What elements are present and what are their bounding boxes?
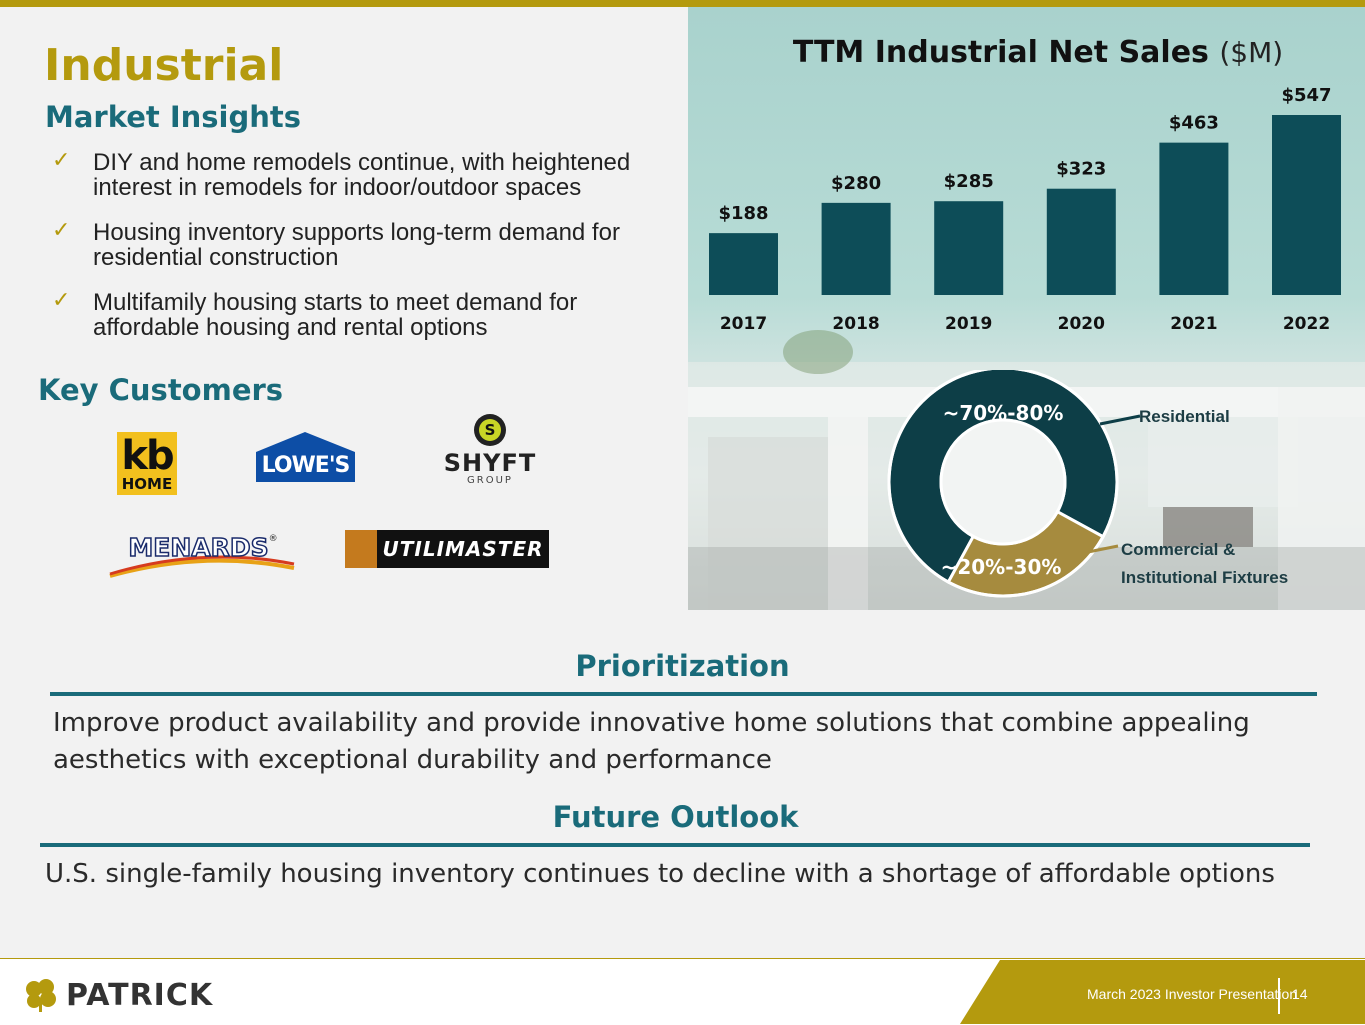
menards-registered-mark: ® — [268, 534, 278, 544]
donut-legend-commercial-line1: Commercial & — [1121, 540, 1235, 559]
insight-item: ✓ Multifamily housing starts to meet dema… — [52, 288, 652, 341]
bar-2018 — [821, 202, 891, 295]
bar-value-label: $188 — [718, 203, 768, 224]
shyft-mark-icon: S — [474, 414, 506, 446]
utilimaster-logo: UTILIMASTER — [345, 530, 549, 568]
bar-2021 — [1159, 142, 1229, 295]
insight-text: Housing inventory supports long-term dem… — [93, 219, 620, 271]
kb-home-logo-home: HOME — [121, 474, 173, 493]
lowes-logo-text: LOWE'S — [261, 453, 351, 478]
menards-swoosh — [109, 555, 295, 578]
lowes-logo: LOWE'S — [256, 432, 355, 482]
x-axis-tick-label: 2019 — [945, 314, 992, 334]
shyft-sub: GROUP — [467, 475, 513, 486]
lowes-house-shape — [256, 432, 355, 482]
chart-title-main: TTM Industrial Net Sales — [792, 35, 1209, 70]
bar-value-label: $280 — [831, 173, 881, 194]
page-number: 14 — [1292, 986, 1308, 1002]
market-insights-list: ✓ DIY and home remodels continue, with he… — [52, 148, 652, 360]
shyft-mark-letter: S — [484, 421, 496, 439]
prioritization-heading: Prioritization — [575, 649, 790, 683]
net-sales-bar-chart: $188 2017 $280 2018 $285 2019 $323 2020 $463 2021… — [709, 85, 1341, 334]
donut-value-label-commercial: ~20%-30% — [941, 555, 1062, 579]
menards-logo: MENARDS ® — [108, 528, 298, 578]
residential-leader-line — [1099, 414, 1141, 426]
checkmark-icon: ✓ — [52, 148, 71, 173]
presentation-label: March 2023 Investor Presentation — [1087, 986, 1298, 1002]
prioritization-divider — [50, 692, 1317, 696]
bar-2022 — [1272, 115, 1341, 295]
x-axis-tick-label: 2017 — [720, 314, 767, 334]
insight-item: ✓ DIY and home remodels continue, with he… — [52, 148, 652, 201]
kb-home-logo-kb: kb — [121, 432, 174, 479]
footer-gold-band — [960, 960, 1365, 1024]
x-axis-tick-label: 2022 — [1283, 314, 1330, 334]
future-outlook-divider — [40, 843, 1310, 847]
utilimaster-logo-text: UTILIMASTER — [382, 537, 544, 561]
bar-value-label: $323 — [1056, 159, 1106, 180]
bar-2019 — [934, 201, 1004, 295]
shyft-group-logo: S SHYFT GROUP — [430, 410, 550, 490]
shyft-name: SHYFT — [443, 449, 537, 477]
bar-value-label: $463 — [1169, 113, 1219, 134]
page-title: Industrial — [44, 40, 284, 91]
market-mix-donut-chart: ~70%-80% ~20%-30% Residential Commercial & I… — [887, 370, 1288, 598]
commercial-leader-line — [1087, 544, 1119, 554]
prioritization-text: Improve product availability and provide… — [53, 708, 1250, 775]
donut-legend-residential: Residential — [1139, 407, 1230, 426]
donut-legend-commercial-line2: Institutional Fixtures — [1121, 568, 1288, 587]
insight-item: ✓ Housing inventory supports long-term de… — [52, 218, 652, 271]
future-outlook-text: U.S. single-family housing inventory con… — [45, 859, 1275, 889]
x-axis-tick-label: 2018 — [832, 314, 879, 334]
checkmark-icon: ✓ — [52, 218, 71, 243]
market-insights-heading: Market Insights — [45, 100, 302, 134]
bar-2017 — [709, 233, 778, 295]
future-outlook-heading: Future Outlook — [552, 800, 799, 834]
chart-title-unit: ($M) — [1219, 36, 1284, 69]
x-axis-tick-label: 2020 — [1058, 314, 1105, 334]
kb-home-logo: kb HOME — [117, 432, 177, 495]
clover-logo-icon — [26, 979, 56, 1012]
key-customers-heading: Key Customers — [38, 373, 284, 407]
donut-outer-ring — [887, 370, 1119, 598]
checkmark-icon: ✓ — [52, 288, 71, 313]
footer-separator — [1278, 978, 1280, 1014]
menards-logo-text: MENARDS — [128, 532, 270, 563]
insight-text: DIY and home remodels continue, with hei… — [93, 149, 631, 201]
donut-value-label-residential: ~70%-80% — [943, 401, 1064, 425]
bar-value-label: $547 — [1281, 85, 1331, 106]
bar-value-label: $285 — [944, 171, 994, 192]
insight-text: Multifamily housing starts to meet deman… — [93, 289, 578, 341]
chart-title: TTM Industrial Net Sales ($M) — [688, 35, 1365, 70]
donut-hole — [939, 418, 1067, 546]
brand-name: PATRICK — [66, 978, 214, 1013]
bar-2020 — [1046, 188, 1116, 295]
top-accent-bar — [0, 0, 1365, 7]
x-axis-tick-label: 2021 — [1170, 314, 1217, 334]
